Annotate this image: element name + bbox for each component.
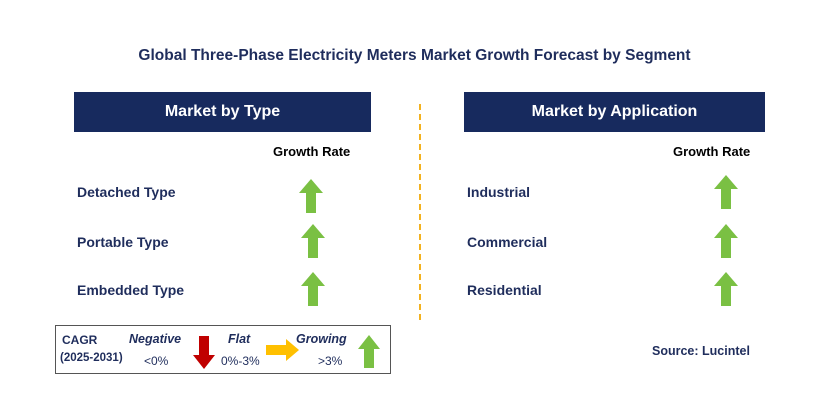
type-panel-header: Market by Type bbox=[74, 92, 371, 132]
up-arrow-icon bbox=[299, 179, 323, 213]
legend-growing-range: >3% bbox=[318, 354, 343, 368]
up-arrow-icon bbox=[301, 272, 325, 306]
application-growth-rate-label: Growth Rate bbox=[673, 144, 751, 159]
type-row-label-embedded: Embedded Type bbox=[77, 282, 185, 298]
type-growth-rate-label: Growth Rate bbox=[273, 144, 351, 159]
application-row-label-industrial: Industrial bbox=[467, 184, 531, 200]
source-note: Source: Lucintel bbox=[652, 344, 750, 358]
legend-flat-range: 0%-3% bbox=[221, 354, 260, 368]
application-row-label-commercial: Commercial bbox=[467, 234, 548, 250]
application-panel-header: Market by Application bbox=[464, 92, 765, 132]
type-row-label-portable: Portable Type bbox=[77, 234, 169, 250]
up-arrow-icon bbox=[714, 175, 738, 209]
legend-flat-label: Flat bbox=[228, 332, 251, 346]
legend-period: (2025-2031) bbox=[60, 352, 123, 364]
up-arrow-icon bbox=[714, 272, 738, 306]
up-arrow-icon bbox=[714, 224, 738, 258]
chart-title: Global Three-Phase Electricity Meters Ma… bbox=[138, 47, 691, 64]
up-arrow-icon bbox=[358, 335, 380, 368]
legend-growing-label: Growing bbox=[296, 332, 347, 346]
panel-divider bbox=[419, 104, 421, 320]
legend-negative-label: Negative bbox=[129, 332, 182, 346]
right-arrow-icon bbox=[266, 339, 299, 361]
legend-negative-range: <0% bbox=[144, 354, 169, 368]
cagr-legend: CAGR (2025-2031) Negative <0% Flat 0%-3%… bbox=[55, 325, 391, 374]
up-arrow-icon bbox=[301, 224, 325, 258]
legend-cagr-label: CAGR bbox=[62, 333, 98, 347]
type-row-label-detached: Detached Type bbox=[77, 184, 176, 200]
down-arrow-icon bbox=[193, 336, 215, 369]
application-row-label-residential: Residential bbox=[467, 282, 542, 298]
